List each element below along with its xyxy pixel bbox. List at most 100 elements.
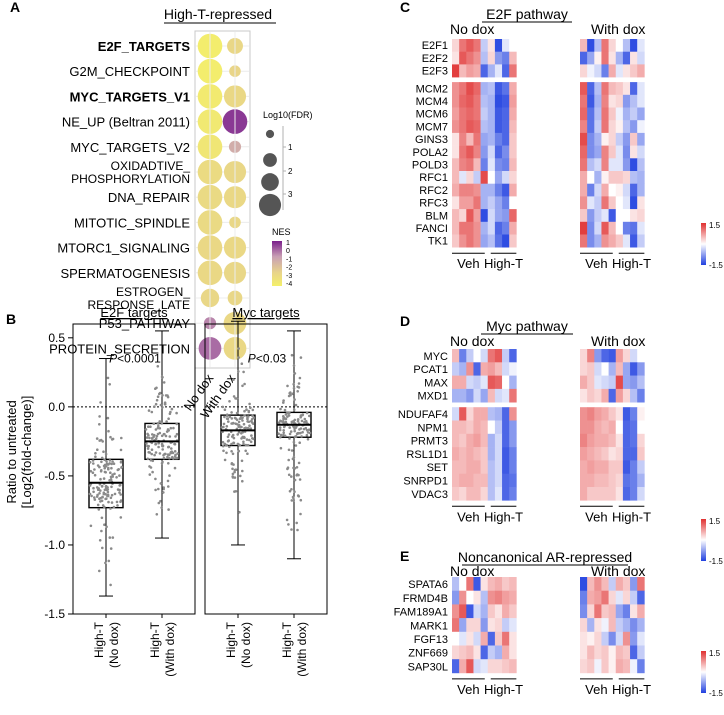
heatmap-cell [466, 631, 474, 646]
data-point [231, 433, 235, 437]
gene-label: RFC3 [419, 198, 448, 210]
heatmap-cell [601, 375, 609, 390]
gene-label: MYC [424, 351, 449, 363]
data-point [235, 397, 239, 400]
data-point [287, 448, 291, 452]
heatmap-cell [580, 132, 588, 146]
data-point [168, 435, 172, 438]
heatmap-cell [509, 145, 517, 159]
nes-legend-tick-label: 0 [286, 248, 290, 255]
data-point [235, 418, 239, 422]
data-point [250, 418, 254, 421]
data-point [167, 417, 170, 421]
heatmap-cell [487, 388, 496, 403]
data-point [98, 423, 101, 426]
heatmap-cell [587, 171, 595, 184]
heatmap-cell [637, 196, 645, 210]
data-point [241, 479, 244, 483]
data-point [287, 523, 290, 526]
heatmap-cell [594, 209, 602, 223]
data-point [284, 417, 288, 421]
gene-label: FGF13 [414, 634, 448, 646]
heatmap-cell [637, 145, 645, 159]
heatmap-cell [622, 171, 631, 184]
data-point [167, 429, 170, 432]
heatmap-cell [580, 209, 588, 223]
heatmap-cell [594, 132, 602, 146]
heatmap-cell [487, 420, 496, 435]
data-point [104, 497, 107, 501]
heatmap-cell [637, 460, 645, 474]
data-point [249, 440, 253, 444]
heatmap-cell [473, 577, 481, 591]
data-point [105, 460, 108, 463]
data-point [295, 521, 299, 525]
data-point [299, 498, 303, 502]
heatmap-cell [487, 39, 496, 52]
data-point [298, 441, 302, 445]
heatmap-cell [509, 234, 517, 248]
data-point [296, 528, 299, 532]
heatmap-cell [502, 349, 510, 363]
data-point [115, 500, 119, 504]
gene-label: MAX [424, 377, 449, 389]
heatmap-cell [480, 107, 489, 121]
data-point [112, 462, 116, 466]
data-point [247, 410, 251, 414]
data-point [221, 405, 225, 409]
heatmap-cell [480, 362, 489, 376]
data-point [147, 451, 150, 454]
heatmap-cell [509, 590, 517, 605]
heatmap-cell [480, 618, 489, 633]
heatmap-cell [601, 420, 609, 435]
heatmap-cell [466, 107, 474, 121]
data-point [282, 399, 285, 402]
block-title-no-dox: No dox [450, 333, 494, 349]
data-point [282, 401, 285, 404]
data-point [159, 499, 162, 503]
heatmap-cell [630, 94, 638, 108]
heatmap-cell [608, 221, 617, 235]
data-point [249, 406, 252, 410]
data-point [109, 583, 112, 587]
heatmap-cell [622, 132, 631, 146]
data-point [288, 437, 291, 440]
heatmap-cell [452, 158, 460, 172]
heatmap-cell [594, 447, 602, 461]
heatmap-cell [480, 158, 489, 172]
heatmap-cell [615, 39, 624, 52]
heatmap-cell [494, 39, 503, 52]
heatmap-cell [459, 659, 467, 674]
data-point [118, 491, 121, 494]
heatmap-cell [630, 618, 638, 633]
heatmap-cell [630, 631, 638, 646]
data-point [111, 536, 115, 539]
data-point [110, 493, 114, 497]
heatmap-cell [480, 604, 489, 619]
heatmap-cell [473, 158, 481, 172]
data-point [284, 413, 288, 416]
heatmap-cell [459, 433, 467, 448]
data-point [301, 430, 304, 434]
heatmap-cell [502, 645, 510, 660]
row-label-line2: PHOSPHORYLATION [71, 172, 190, 186]
heatmap-cell [615, 107, 624, 121]
data-point [160, 434, 164, 438]
heatmap-cell [580, 221, 588, 235]
heatmap-cell [509, 196, 517, 210]
heatmap-cell [487, 407, 496, 421]
heatmap-cell [622, 158, 631, 172]
heatmap-cell [480, 82, 489, 96]
heatmap-cell [601, 447, 609, 461]
data-point [106, 494, 109, 498]
heatmap-cell [594, 407, 602, 421]
data-point [148, 473, 152, 476]
data-point [110, 438, 114, 441]
heatmap-cell [601, 618, 609, 633]
gene-label: NDUFAF4 [398, 409, 448, 421]
heatmap-cell [466, 460, 474, 474]
heatmap-cell [622, 473, 631, 488]
heatmap-cell [509, 433, 517, 448]
heatmap-cell [608, 487, 617, 501]
data-point [227, 433, 231, 436]
